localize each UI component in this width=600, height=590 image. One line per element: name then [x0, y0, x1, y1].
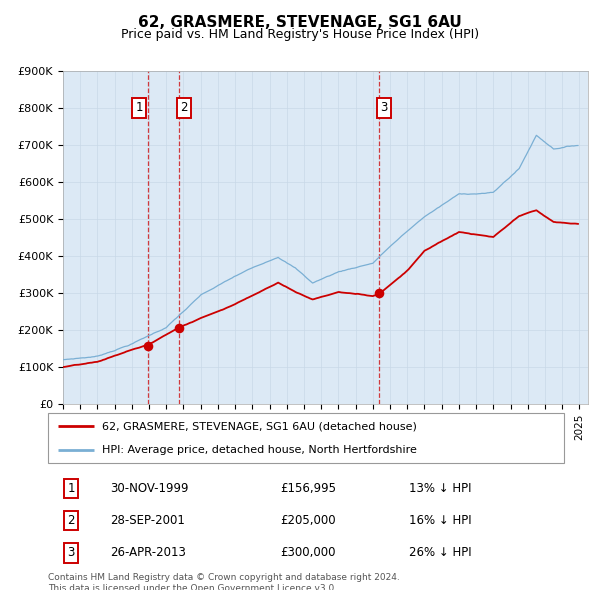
Text: 16% ↓ HPI: 16% ↓ HPI: [409, 514, 472, 527]
Point: [143, 341, 152, 350]
Text: £205,000: £205,000: [280, 514, 336, 527]
Text: £156,995: £156,995: [280, 482, 336, 495]
Text: 2: 2: [181, 101, 188, 114]
Text: HPI: Average price, detached house, North Hertfordshire: HPI: Average price, detached house, Nort…: [102, 445, 417, 455]
Point: [175, 323, 184, 333]
Text: 28-SEP-2001: 28-SEP-2001: [110, 514, 185, 527]
Text: 26% ↓ HPI: 26% ↓ HPI: [409, 546, 472, 559]
Point: [374, 289, 383, 298]
Text: 13% ↓ HPI: 13% ↓ HPI: [409, 482, 472, 495]
Text: 3: 3: [380, 101, 388, 114]
Text: Contains HM Land Registry data © Crown copyright and database right 2024.
This d: Contains HM Land Registry data © Crown c…: [48, 573, 400, 590]
Text: 1: 1: [135, 101, 143, 114]
Text: 62, GRASMERE, STEVENAGE, SG1 6AU: 62, GRASMERE, STEVENAGE, SG1 6AU: [138, 15, 462, 30]
Text: £300,000: £300,000: [280, 546, 336, 559]
Text: 26-APR-2013: 26-APR-2013: [110, 546, 186, 559]
Text: 3: 3: [68, 546, 75, 559]
Text: 30-NOV-1999: 30-NOV-1999: [110, 482, 188, 495]
Text: 2: 2: [67, 514, 75, 527]
Text: 1: 1: [67, 482, 75, 495]
Text: 62, GRASMERE, STEVENAGE, SG1 6AU (detached house): 62, GRASMERE, STEVENAGE, SG1 6AU (detach…: [102, 421, 417, 431]
Text: Price paid vs. HM Land Registry's House Price Index (HPI): Price paid vs. HM Land Registry's House …: [121, 28, 479, 41]
